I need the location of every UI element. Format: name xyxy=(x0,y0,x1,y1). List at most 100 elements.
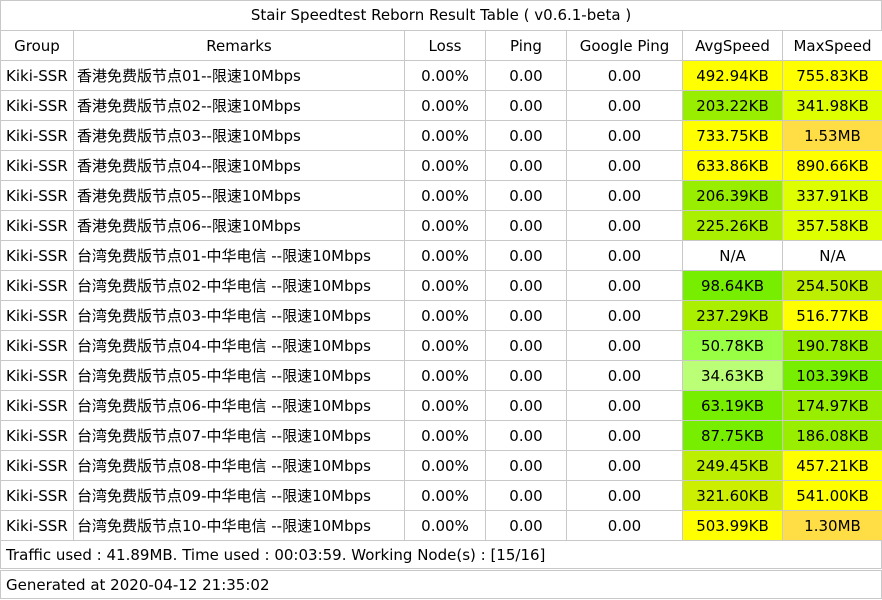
table-row: Kiki-SSR 台湾免费版节点06-中华电信 --限速10Mbps 0.00% 0.… xyxy=(0,390,882,421)
google-ping-cell: 0.00 xyxy=(566,150,683,181)
ping-cell: 0.00 xyxy=(485,450,567,481)
avg-speed-cell: 34.63KB xyxy=(682,360,783,391)
group-cell: Kiki-SSR xyxy=(0,240,74,271)
max-speed-cell: 357.58KB xyxy=(782,210,882,241)
max-speed-cell: 254.50KB xyxy=(782,270,882,301)
group-cell: Kiki-SSR xyxy=(0,90,74,121)
ping-cell: 0.00 xyxy=(485,210,567,241)
group-cell: Kiki-SSR xyxy=(0,480,74,511)
google-ping-cell: 0.00 xyxy=(566,210,683,241)
loss-cell: 0.00% xyxy=(404,480,486,511)
max-speed-cell: 516.77KB xyxy=(782,300,882,331)
max-speed-cell: 1.30MB xyxy=(782,510,882,541)
loss-cell: 0.00% xyxy=(404,300,486,331)
max-speed-cell: 341.98KB xyxy=(782,90,882,121)
ping-cell: 0.00 xyxy=(485,360,567,391)
table-row: Kiki-SSR 台湾免费版节点04-中华电信 --限速10Mbps 0.00% 0.… xyxy=(0,330,882,361)
ping-cell: 0.00 xyxy=(485,390,567,421)
loss-cell: 0.00% xyxy=(404,150,486,181)
max-speed-cell: 186.08KB xyxy=(782,420,882,451)
max-speed-cell: 755.83KB xyxy=(782,60,882,91)
ping-cell: 0.00 xyxy=(485,60,567,91)
remarks-cell: 台湾免费版节点05-中华电信 --限速10Mbps xyxy=(73,360,405,391)
avg-speed-cell: 733.75KB xyxy=(682,120,783,151)
table-row: Kiki-SSR 台湾免费版节点05-中华电信 --限速10Mbps 0.00% 0.… xyxy=(0,360,882,391)
header-avg-speed: AvgSpeed xyxy=(682,30,783,61)
google-ping-cell: 0.00 xyxy=(566,270,683,301)
loss-cell: 0.00% xyxy=(404,240,486,271)
avg-speed-cell: 633.86KB xyxy=(682,150,783,181)
remarks-cell: 台湾免费版节点04-中华电信 --限速10Mbps xyxy=(73,330,405,361)
table-row: Kiki-SSR 香港免费版节点01--限速10Mbps 0.00% 0.00 0.00… xyxy=(0,60,882,91)
ping-cell: 0.00 xyxy=(485,480,567,511)
google-ping-cell: 0.00 xyxy=(566,90,683,121)
group-cell: Kiki-SSR xyxy=(0,390,74,421)
google-ping-cell: 0.00 xyxy=(566,480,683,511)
traffic-summary: Traffic used : 41.89MB. Time used : 00:0… xyxy=(0,540,882,569)
loss-cell: 0.00% xyxy=(404,450,486,481)
remarks-cell: 台湾免费版节点07-中华电信 --限速10Mbps xyxy=(73,420,405,451)
table-row: Kiki-SSR 台湾免费版节点10-中华电信 --限速10Mbps 0.00% 0.… xyxy=(0,510,882,541)
group-cell: Kiki-SSR xyxy=(0,510,74,541)
header-google-ping: Google Ping xyxy=(566,30,683,61)
remarks-cell: 香港免费版节点02--限速10Mbps xyxy=(73,90,405,121)
remarks-cell: 台湾免费版节点06-中华电信 --限速10Mbps xyxy=(73,390,405,421)
table-row: Kiki-SSR 台湾免费版节点07-中华电信 --限速10Mbps 0.00% 0.… xyxy=(0,420,882,451)
loss-cell: 0.00% xyxy=(404,510,486,541)
avg-speed-cell: 50.78KB xyxy=(682,330,783,361)
loss-cell: 0.00% xyxy=(404,360,486,391)
table-row: Kiki-SSR 台湾免费版节点02-中华电信 --限速10Mbps 0.00% 0.… xyxy=(0,270,882,301)
result-table: Group Remarks Loss Ping Google Ping AvgS… xyxy=(0,30,882,541)
loss-cell: 0.00% xyxy=(404,90,486,121)
remarks-cell: 香港免费版节点04--限速10Mbps xyxy=(73,150,405,181)
remarks-cell: 台湾免费版节点09-中华电信 --限速10Mbps xyxy=(73,480,405,511)
ping-cell: 0.00 xyxy=(485,180,567,211)
table-row: Kiki-SSR 香港免费版节点06--限速10Mbps 0.00% 0.00 0.00… xyxy=(0,210,882,241)
ping-cell: 0.00 xyxy=(485,240,567,271)
group-cell: Kiki-SSR xyxy=(0,420,74,451)
group-cell: Kiki-SSR xyxy=(0,180,74,211)
max-speed-cell: 103.39KB xyxy=(782,360,882,391)
ping-cell: 0.00 xyxy=(485,300,567,331)
header-ping: Ping xyxy=(485,30,567,61)
group-cell: Kiki-SSR xyxy=(0,120,74,151)
group-cell: Kiki-SSR xyxy=(0,330,74,361)
avg-speed-cell: 87.75KB xyxy=(682,420,783,451)
google-ping-cell: 0.00 xyxy=(566,180,683,211)
ping-cell: 0.00 xyxy=(485,420,567,451)
max-speed-cell: N/A xyxy=(782,240,882,271)
google-ping-cell: 0.00 xyxy=(566,60,683,91)
avg-speed-cell: 203.22KB xyxy=(682,90,783,121)
avg-speed-cell: 237.29KB xyxy=(682,300,783,331)
google-ping-cell: 0.00 xyxy=(566,360,683,391)
google-ping-cell: 0.00 xyxy=(566,390,683,421)
remarks-cell: 香港免费版节点03--限速10Mbps xyxy=(73,120,405,151)
loss-cell: 0.00% xyxy=(404,270,486,301)
header-row: Group Remarks Loss Ping Google Ping AvgS… xyxy=(0,30,882,61)
loss-cell: 0.00% xyxy=(404,210,486,241)
group-cell: Kiki-SSR xyxy=(0,360,74,391)
remarks-cell: 台湾免费版节点10-中华电信 --限速10Mbps xyxy=(73,510,405,541)
group-cell: Kiki-SSR xyxy=(0,210,74,241)
loss-cell: 0.00% xyxy=(404,120,486,151)
max-speed-cell: 337.91KB xyxy=(782,180,882,211)
google-ping-cell: 0.00 xyxy=(566,300,683,331)
group-cell: Kiki-SSR xyxy=(0,150,74,181)
avg-speed-cell: 503.99KB xyxy=(682,510,783,541)
avg-speed-cell: 63.19KB xyxy=(682,390,783,421)
loss-cell: 0.00% xyxy=(404,420,486,451)
google-ping-cell: 0.00 xyxy=(566,330,683,361)
group-cell: Kiki-SSR xyxy=(0,60,74,91)
ping-cell: 0.00 xyxy=(485,150,567,181)
table-row: Kiki-SSR 香港免费版节点03--限速10Mbps 0.00% 0.00 0.00… xyxy=(0,120,882,151)
ping-cell: 0.00 xyxy=(485,120,567,151)
avg-speed-cell: 206.39KB xyxy=(682,180,783,211)
header-max-speed: MaxSpeed xyxy=(782,30,882,61)
table-row: Kiki-SSR 台湾免费版节点01-中华电信 --限速10Mbps 0.00% 0.… xyxy=(0,240,882,271)
remarks-cell: 香港免费版节点05--限速10Mbps xyxy=(73,180,405,211)
header-loss: Loss xyxy=(404,30,486,61)
avg-speed-cell: 249.45KB xyxy=(682,450,783,481)
generated-at: Generated at 2020-04-12 21:35:02 xyxy=(0,570,882,599)
loss-cell: 0.00% xyxy=(404,60,486,91)
